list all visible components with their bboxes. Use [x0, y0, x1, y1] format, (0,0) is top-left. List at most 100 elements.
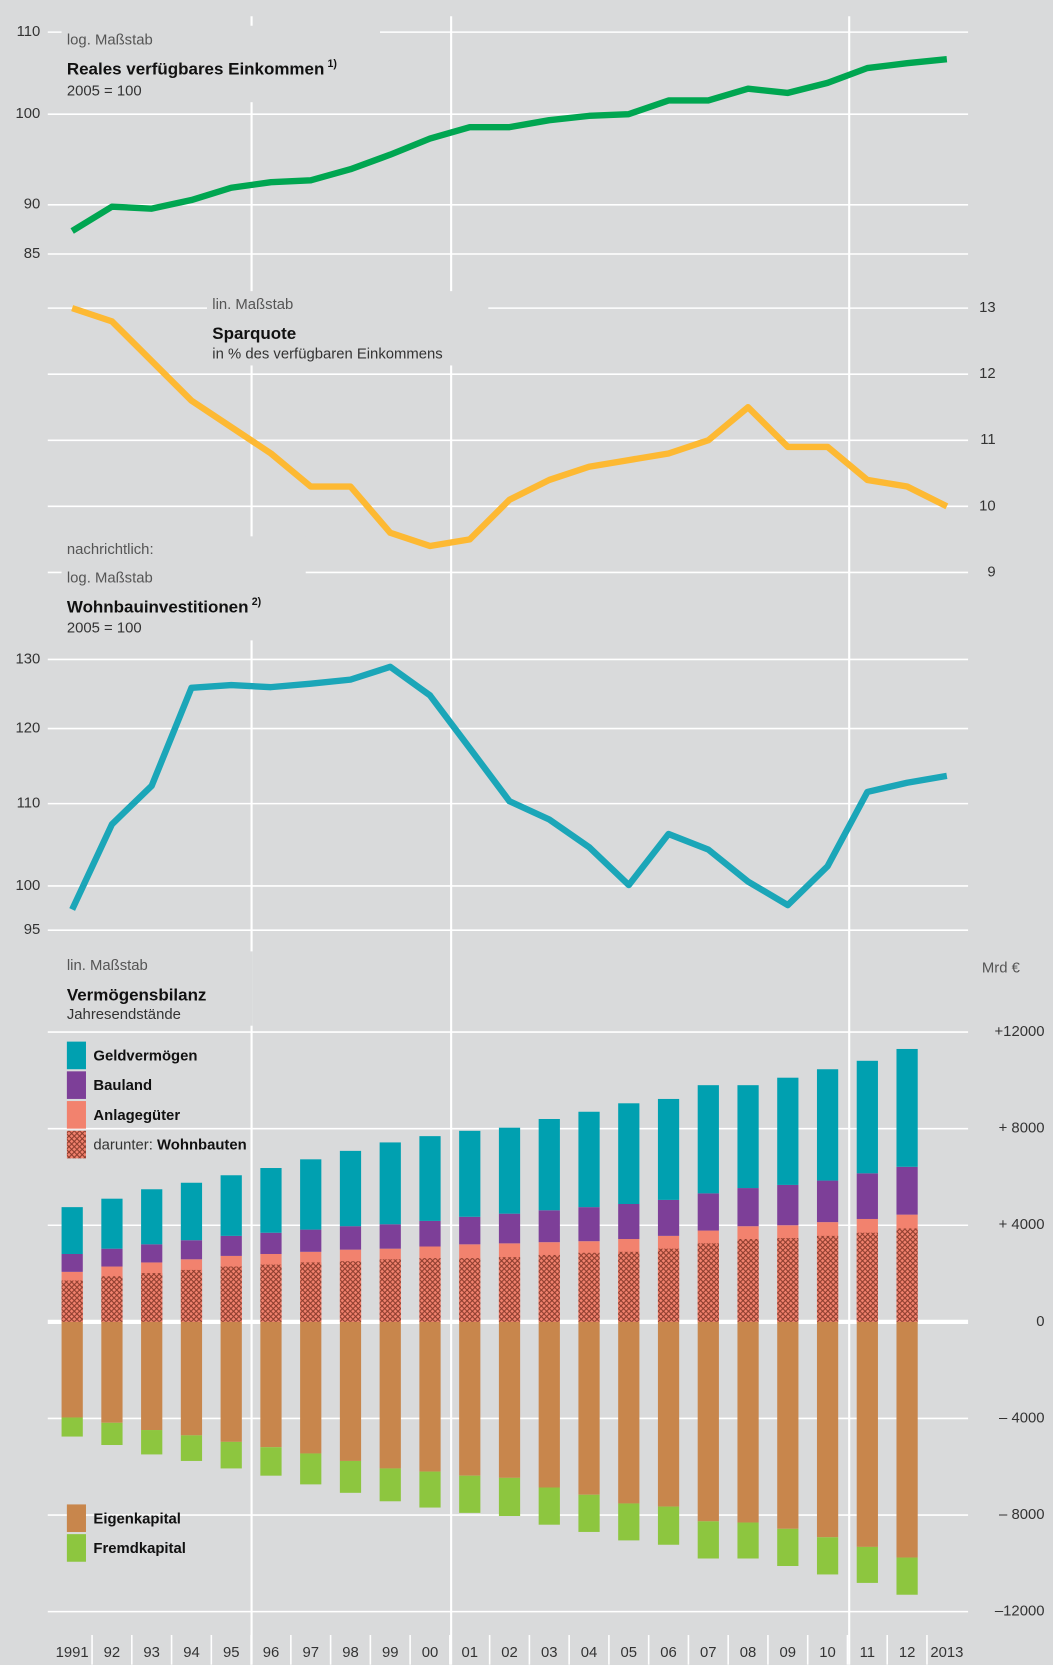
x-tick-label: 92 [104, 1645, 121, 1661]
x-tick-label: 06 [660, 1645, 677, 1661]
legend-label: darunter: Wohnbauten [93, 1138, 246, 1154]
bar-segment [101, 1422, 123, 1446]
bar-segment [896, 1166, 918, 1215]
bar-segment [220, 1441, 242, 1469]
bar-segment [498, 1321, 521, 1478]
y-tick-label: –12000 [995, 1604, 1045, 1620]
bar-segment [896, 1321, 918, 1558]
bar-segment [618, 1503, 640, 1541]
y-tick-label: 100 [16, 106, 41, 122]
legend-name: Wohnbauten [157, 1138, 247, 1154]
bar-segment [220, 1235, 242, 1256]
bar-segment [657, 1098, 680, 1200]
bar-segment [61, 1253, 83, 1272]
x-tick-label: 98 [342, 1645, 359, 1661]
scale-note: log. Maßstab [67, 33, 153, 49]
y-tick-label: – 8000 [999, 1507, 1044, 1523]
bar-segment [141, 1430, 163, 1455]
bar-segment [618, 1103, 640, 1205]
grid [47, 16, 969, 1665]
bar-segment [618, 1204, 640, 1240]
bar-segment [141, 1244, 163, 1263]
y-tick-label: 13 [979, 300, 996, 316]
bar-subset [300, 1262, 322, 1322]
x-tick-label: 2013 [930, 1645, 963, 1661]
bar-subset [856, 1232, 878, 1322]
y-tick-label: 100 [16, 878, 41, 894]
x-tick-label: 03 [541, 1645, 558, 1661]
x-tick-label: 09 [780, 1645, 797, 1661]
bar-segment [737, 1085, 759, 1189]
label-bg [61, 25, 381, 103]
marks [61, 55, 949, 1595]
bar-subset [697, 1243, 719, 1322]
x-tick-label: 99 [382, 1645, 399, 1661]
bar-segment [459, 1475, 481, 1513]
legend-swatch [66, 1504, 86, 1533]
bar-segment [379, 1224, 401, 1249]
bar-subset [101, 1276, 123, 1322]
scale-note: lin. Maßstab [212, 297, 293, 313]
legend-swatch [66, 1041, 86, 1070]
bar-segment [260, 1168, 282, 1233]
y-tick-label: 9 [987, 564, 995, 580]
y-tick-label: – 4000 [999, 1410, 1044, 1426]
y-tick-label: 12 [979, 366, 996, 382]
scale-note: log. Maßstab [67, 571, 153, 587]
bar-segment [538, 1210, 560, 1243]
bar-segment [816, 1537, 839, 1575]
y-tick-label: 110 [17, 796, 41, 812]
bar-segment [419, 1471, 441, 1508]
y-tick-label: 0 [1036, 1314, 1044, 1330]
data-line [69, 663, 948, 911]
unit-label: Mrd € [982, 960, 1021, 976]
y-tick-label: 85 [24, 246, 41, 262]
x-tick-label: 05 [621, 1645, 638, 1661]
bar-segment [538, 1487, 560, 1525]
bar-segment [300, 1321, 322, 1454]
bar-subset [180, 1269, 203, 1322]
bar-segment [618, 1321, 640, 1504]
bar-segment [697, 1085, 719, 1194]
bar-segment [459, 1321, 481, 1476]
bar-subset [379, 1259, 401, 1322]
bar-segment [300, 1229, 322, 1252]
panel-title: Sparquote [212, 324, 296, 343]
y-tick-label: 10 [979, 498, 996, 514]
bar-segment [697, 1193, 719, 1231]
bar-subset [459, 1258, 481, 1322]
bar-subset [538, 1254, 560, 1322]
bar-segment [220, 1321, 242, 1442]
bar-segment [101, 1248, 123, 1267]
label-bg [61, 951, 253, 1026]
y-tick-label: 120 [16, 720, 41, 736]
bar-segment [101, 1198, 123, 1249]
scale-note: lin. Maßstab [67, 958, 148, 974]
bar-segment [260, 1447, 282, 1476]
bar-segment [697, 1321, 719, 1522]
legend-name: Eigenkapital [93, 1511, 181, 1527]
y-tick-label: 90 [24, 197, 41, 213]
bar-segment [180, 1240, 203, 1260]
y-tick-label: + 4000 [999, 1217, 1045, 1233]
y-tick-label: +12000 [995, 1024, 1045, 1040]
x-tick-label: 93 [143, 1645, 160, 1661]
subtitle: in % des verfügbaren Einkommens [212, 347, 442, 363]
legend-swatch [66, 1130, 86, 1159]
bar-segment [657, 1506, 680, 1545]
bar-subset [578, 1252, 600, 1322]
y-tick-label: 11 [980, 432, 995, 448]
bar-segment [419, 1321, 441, 1472]
bar-segment [339, 1460, 362, 1493]
bar-segment [300, 1453, 322, 1485]
x-tick-label: 95 [223, 1645, 240, 1661]
bar-segment [538, 1118, 560, 1211]
legend-swatch [66, 1101, 86, 1129]
x-tick-label: 02 [501, 1645, 518, 1661]
bar-segment [459, 1130, 481, 1217]
legend-name: Geldvermögen [93, 1048, 197, 1064]
legend-label: Geldvermögen [93, 1048, 197, 1064]
bar-segment [141, 1189, 163, 1245]
bar-subset [737, 1239, 759, 1322]
